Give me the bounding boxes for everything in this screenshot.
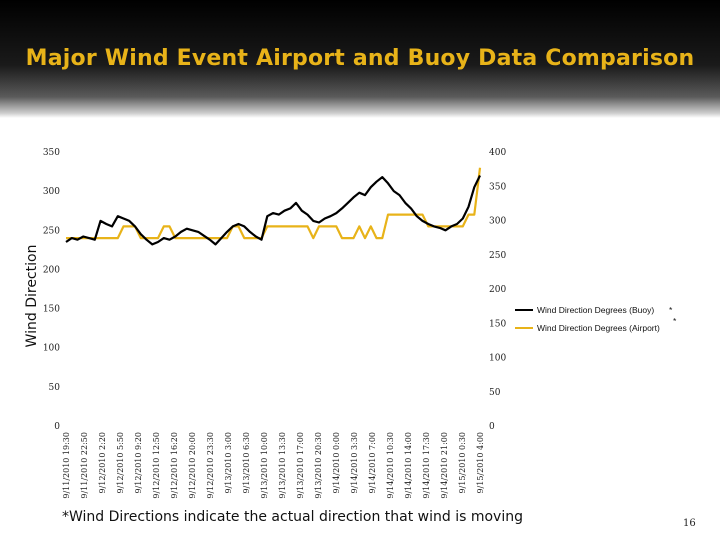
left-tick-250: 250	[43, 226, 60, 236]
x-tick-label: 9/14/2010 3:30	[350, 432, 359, 494]
left-tick-100: 100	[43, 344, 60, 354]
x-tick-label: 9/14/2010 14:00	[404, 432, 413, 499]
left-tick-350: 350	[43, 148, 60, 158]
left-tick-300: 300	[43, 187, 60, 197]
right-tick-300: 300	[489, 217, 506, 227]
x-tick-label: 9/13/2010 13:30	[278, 432, 287, 499]
x-tick-label: 9/14/2010 21:00	[440, 432, 449, 499]
y-axis-label: Wind Direction	[24, 245, 40, 348]
left-tick-0: 0	[54, 422, 60, 432]
title-band	[0, 0, 720, 118]
x-tick-label: 9/15/2010 4:00	[476, 432, 485, 494]
x-tick-label: 9/12/2010 5:50	[116, 432, 125, 494]
x-tick-label: 9/13/2010 6:30	[242, 432, 251, 494]
left-tick-150: 150	[43, 305, 60, 315]
series-line-buoy	[65, 175, 481, 246]
right-tick-100: 100	[489, 354, 506, 364]
x-tick-label: 9/12/2010 9:20	[134, 432, 143, 494]
right-axis: 0 50 100 150 200 250 300 350 400	[489, 148, 506, 432]
right-tick-50: 50	[489, 388, 501, 398]
footnote: *Wind Directions indicate the actual dir…	[62, 509, 523, 525]
x-tick-label: 9/14/2010 17:30	[422, 432, 431, 499]
x-tick-label: 9/13/2010 10:00	[260, 432, 269, 499]
page-number: 16	[683, 518, 696, 529]
x-tick-label: 9/14/2010 0:00	[332, 432, 341, 494]
x-tick-label: 9/12/2010 20:00	[188, 432, 197, 499]
x-tick-label: 9/14/2010 7:00	[368, 432, 377, 494]
left-tick-200: 200	[43, 265, 60, 275]
right-tick-400: 400	[489, 148, 506, 158]
left-axis: 0 50 100 150 200 250 300 350	[43, 148, 60, 432]
right-tick-150: 150	[489, 319, 506, 329]
left-tick-50: 50	[49, 383, 61, 393]
legend-asterisk-airport: *	[673, 316, 677, 326]
right-tick-200: 200	[489, 285, 506, 295]
x-tick-label: 9/13/2010 20:30	[314, 432, 323, 499]
x-tick-label: 9/12/2010 12:50	[152, 432, 161, 499]
legend-label-buoy: Wind Direction Degrees (Buoy)	[537, 305, 654, 315]
right-tick-250: 250	[489, 251, 506, 261]
right-tick-350: 350	[489, 182, 506, 192]
x-axis: 9/11/2010 19:30 9/11/2010 22:50 9/12/2010 …	[62, 432, 485, 499]
x-tick-label: 9/14/2010 10:30	[386, 432, 395, 499]
x-tick-label: 9/11/2010 19:30	[62, 432, 71, 499]
x-tick-label: 9/12/2010 2:20	[98, 432, 107, 494]
slide-title: Major Wind Event Airport and Buoy Data C…	[25, 46, 695, 71]
x-tick-label: 9/12/2010 16:20	[170, 432, 179, 499]
series-line-airport	[66, 167, 482, 240]
x-tick-label: 9/13/2010 3:00	[224, 432, 233, 494]
right-tick-0: 0	[489, 422, 495, 432]
legend-asterisk-buoy: *	[669, 305, 673, 315]
x-tick-label: 9/12/2010 23:30	[206, 432, 215, 499]
series-layer	[65, 167, 482, 246]
legend: Wind Direction Degrees (Buoy) * Wind Dir…	[515, 305, 677, 333]
x-tick-label: 9/15/2010 0:30	[458, 432, 467, 494]
x-tick-label: 9/13/2010 17:00	[296, 432, 305, 499]
x-tick-label: 9/11/2010 22:50	[80, 432, 89, 499]
legend-label-airport: Wind Direction Degrees (Airport)	[537, 323, 660, 333]
